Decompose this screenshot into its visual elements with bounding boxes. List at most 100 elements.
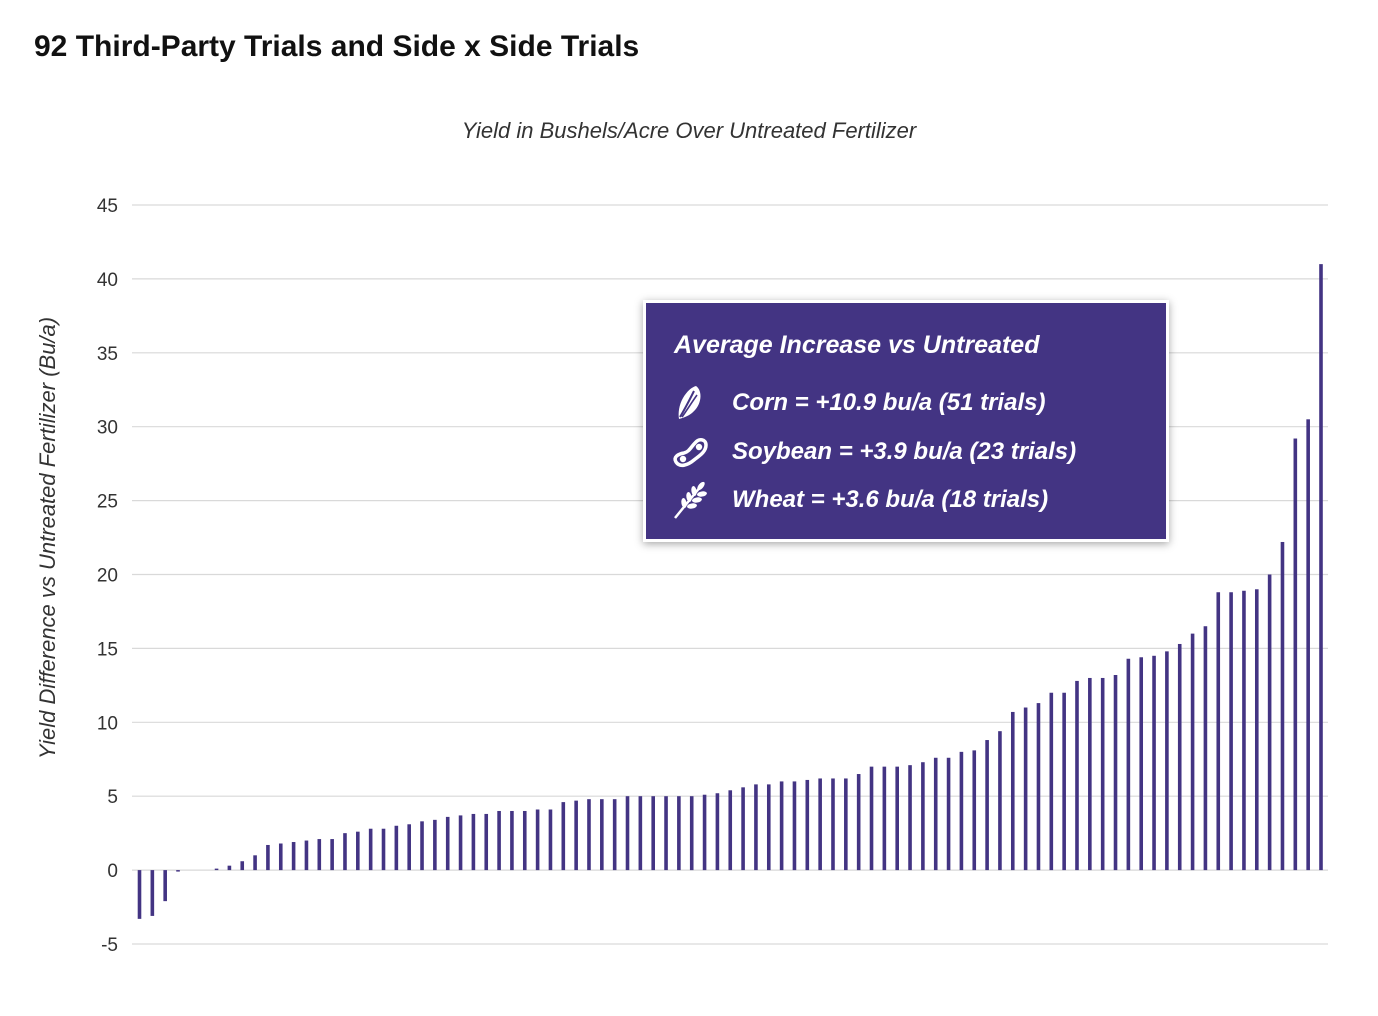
chart-title: 92 Third-Party Trials and Side x Side Tr… [34,30,640,63]
bar [497,810,501,871]
bar [278,843,283,871]
bar [1267,574,1272,871]
bar [689,796,694,871]
y-tick-label: -5 [101,935,118,956]
bar [998,731,1002,871]
y-tick-label: 5 [107,787,118,808]
bar [1075,680,1079,871]
bar [266,844,270,871]
bar [959,751,964,871]
bar [754,784,758,871]
y-tick-label: 35 [97,344,118,365]
bar [1190,633,1195,871]
bar [818,778,822,871]
legend-item-soybean: Soybean = +3.9 bu/a (23 trials) [670,432,1076,472]
bar [291,842,296,871]
bar [728,790,733,871]
y-tick-label: 25 [97,492,118,513]
bar [921,762,925,871]
bar [638,796,643,871]
legend-title: Average Increase vs Untreated [674,331,1040,359]
wheat-icon [670,480,710,520]
bar [1010,711,1015,871]
corn-icon [670,383,710,423]
y-tick-label: 20 [97,566,118,587]
bar [587,799,591,871]
bar [933,757,938,871]
bar [574,800,578,871]
bar [1113,675,1118,871]
bar [433,819,437,871]
soybean-icon [670,432,710,472]
bar [1177,643,1182,871]
bar [856,774,861,871]
bar [1036,703,1041,871]
bar [1165,651,1169,871]
bar [766,784,771,871]
y-tick-label: 40 [97,270,118,291]
bar [356,831,360,871]
bar [1049,692,1054,871]
bar [1062,692,1066,871]
bar [1203,626,1208,871]
bar [1152,655,1156,871]
bar [458,815,463,871]
bar [1293,438,1298,871]
bar [137,870,142,919]
bar [600,799,604,871]
bar [651,796,655,871]
bar [612,799,617,871]
bar [317,839,322,871]
bar [368,828,373,871]
bar [214,868,219,871]
bar [1126,658,1131,871]
bar [484,813,489,871]
bar [1023,707,1028,871]
y-tick-label: 0 [107,861,118,882]
bar [1254,589,1259,871]
bar [792,781,797,871]
bar [176,870,180,872]
bar [445,816,450,871]
bar [972,750,977,871]
y-tick-label: 15 [97,639,118,660]
bars [137,264,1323,919]
bar [1280,541,1285,871]
bar [908,765,912,871]
bar [664,796,668,871]
bar [253,855,257,871]
bar [163,870,167,902]
y-tick-label: 10 [97,713,118,734]
bar [831,778,835,871]
bar [561,802,566,871]
bar [510,810,514,871]
bar [420,821,424,871]
bar [407,824,411,871]
chart-subtitle: Yield in Bushels/Acre Over Untreated Fer… [461,118,917,143]
legend-item-corn: Corn = +10.9 bu/a (51 trials) [670,383,1045,423]
bar [227,865,232,871]
bar [895,766,899,871]
bar [702,794,707,871]
bar [1216,592,1221,871]
bar [869,766,874,871]
bar [1088,677,1092,871]
legend-soybean-label: Soybean = +3.9 bu/a (23 trials) [732,438,1077,465]
bar [1242,590,1246,871]
bar [471,813,476,871]
bar [343,833,347,871]
bar [381,828,386,871]
bar [946,757,951,871]
bar [304,840,309,871]
bar [240,861,245,871]
bar [1229,592,1233,871]
y-tick-label: 45 [97,196,118,217]
y-tick-labels: -5 0 5 10 15 20 25 30 35 40 45 [97,196,118,956]
legend-wheat-label: Wheat = +3.6 bu/a (18 trials) [732,486,1049,513]
legend-item-wheat: Wheat = +3.6 bu/a (18 trials) [670,480,1048,520]
bar [394,825,399,871]
bar [548,809,553,871]
bar [741,787,745,871]
bar [535,809,540,871]
bar [522,810,527,871]
